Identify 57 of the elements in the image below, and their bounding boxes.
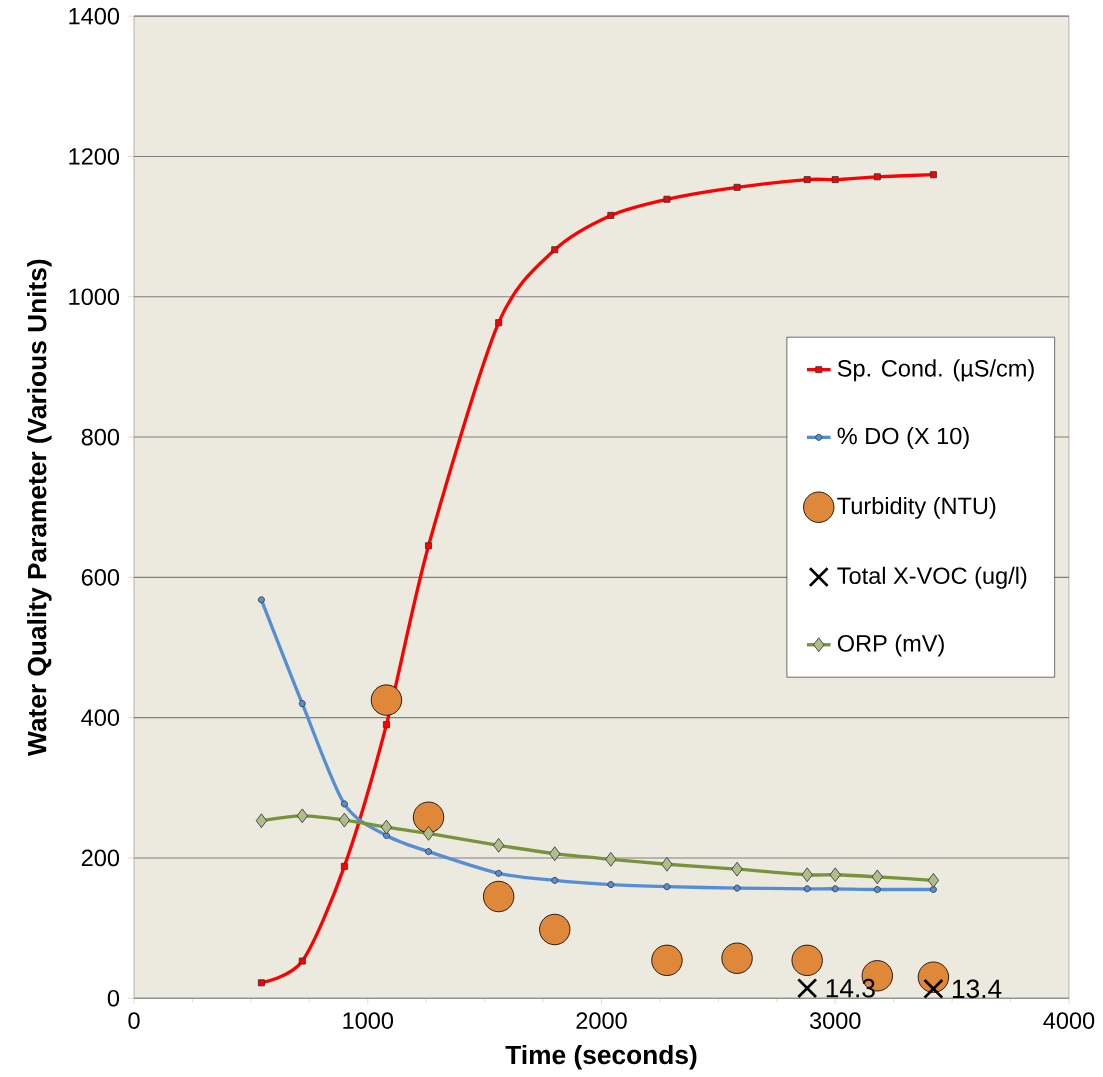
point bbox=[607, 880, 615, 888]
data-label: 14.3 bbox=[826, 978, 875, 998]
x-tick-label: 3000 bbox=[809, 1012, 861, 1029]
legend-label: Turbidity (NTU) bbox=[837, 496, 996, 519]
point bbox=[721, 942, 753, 974]
point bbox=[663, 883, 671, 891]
point bbox=[873, 173, 881, 181]
point bbox=[831, 885, 839, 893]
data-label: 13.4 bbox=[952, 979, 1002, 998]
x-tick-label: 2000 bbox=[576, 1012, 627, 1029]
y-tick-label: 1000 bbox=[69, 288, 120, 305]
point bbox=[803, 176, 811, 183]
point bbox=[425, 848, 432, 855]
point bbox=[551, 246, 559, 254]
legend-label: % DO (X 10) bbox=[837, 426, 969, 449]
y-tick-label: 1400 bbox=[69, 7, 120, 25]
point bbox=[340, 862, 348, 870]
y-tick-label: 600 bbox=[81, 568, 120, 586]
point bbox=[831, 176, 839, 183]
point bbox=[382, 721, 390, 728]
y-tick-label: 400 bbox=[81, 709, 120, 726]
point bbox=[412, 801, 445, 833]
y-tick-label: 1200 bbox=[69, 147, 120, 165]
x-tick-label: 4000 bbox=[1043, 1012, 1095, 1029]
point bbox=[425, 542, 432, 550]
point bbox=[298, 957, 306, 965]
point bbox=[663, 195, 671, 203]
x-tick-label: 0 bbox=[128, 1012, 140, 1029]
point bbox=[298, 700, 306, 707]
point bbox=[495, 319, 503, 327]
x-tick-label: 1000 bbox=[343, 1012, 394, 1029]
legend-label: Total X-VOC (ug/l) bbox=[837, 566, 1027, 589]
point bbox=[651, 944, 683, 976]
point bbox=[873, 885, 881, 893]
point bbox=[929, 171, 937, 179]
point bbox=[539, 913, 571, 945]
point bbox=[791, 944, 823, 976]
point bbox=[340, 800, 348, 808]
y-tick-label: 200 bbox=[81, 849, 120, 867]
legend-label: Sp. Cond. (µS/cm) bbox=[837, 359, 1034, 382]
y-axis-title: Water Quality Parameter (Various Units) bbox=[27, 259, 52, 756]
point bbox=[733, 884, 741, 892]
point bbox=[796, 977, 818, 999]
point bbox=[257, 979, 265, 987]
point bbox=[495, 869, 503, 877]
point bbox=[923, 978, 944, 999]
legend-label: ORP (mV) bbox=[837, 634, 944, 657]
point bbox=[370, 684, 403, 716]
y-tick-label: 0 bbox=[107, 989, 120, 1007]
point bbox=[733, 183, 741, 191]
point bbox=[607, 211, 615, 219]
x-axis-title: Time (seconds) bbox=[505, 1044, 697, 1070]
point bbox=[482, 880, 515, 913]
point bbox=[551, 876, 559, 884]
y-tick-label: 800 bbox=[81, 428, 120, 446]
point bbox=[803, 885, 811, 893]
point bbox=[257, 596, 265, 604]
